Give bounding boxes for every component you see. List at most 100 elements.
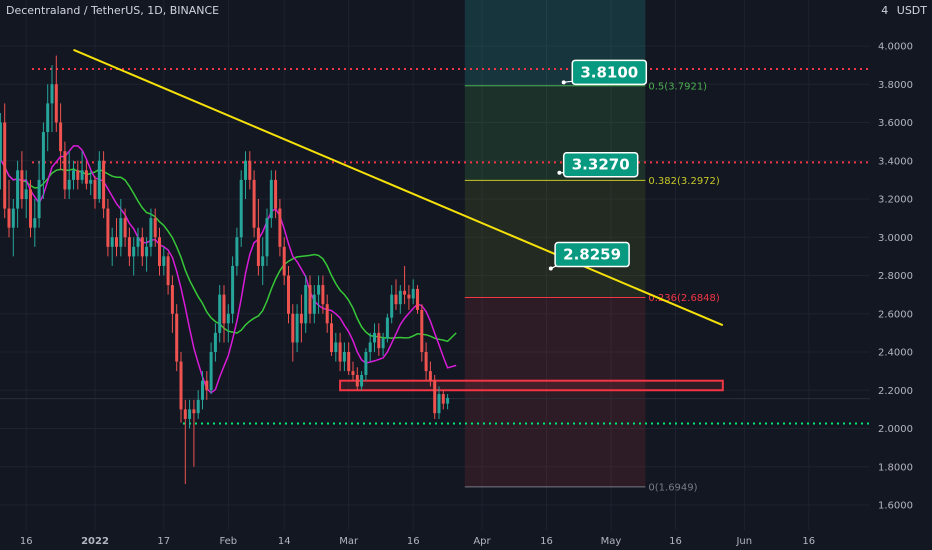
candle-body bbox=[235, 237, 239, 266]
candle-body bbox=[67, 179, 71, 190]
candle-body bbox=[256, 227, 260, 266]
callout-text: 2.8259 bbox=[563, 246, 621, 264]
support-zone[interactable] bbox=[339, 379, 724, 392]
callout-box-3.8100[interactable] bbox=[571, 59, 648, 86]
price-tick-label: 3.8000 bbox=[878, 80, 913, 91]
candle-body bbox=[205, 380, 209, 391]
time-axis[interactable]: 16 2022 17 Feb 14 Mar 16 Apr 16 May 16 Jun 16 bbox=[0, 530, 872, 550]
candle-body bbox=[355, 374, 359, 387]
candle-body bbox=[446, 397, 450, 404]
candle-body bbox=[330, 323, 333, 352]
candle-body bbox=[291, 313, 295, 343]
candle-body bbox=[368, 342, 372, 352]
candle-body bbox=[110, 237, 114, 247]
price-tick-label: 2.2000 bbox=[878, 386, 913, 397]
candle-body bbox=[183, 409, 187, 419]
candle-body bbox=[102, 160, 106, 209]
callout-anchor bbox=[548, 266, 553, 271]
candle-body bbox=[287, 275, 290, 314]
candle-body bbox=[385, 317, 389, 339]
price-callouts[interactable]: 3.8100 3.3270 2.8259 bbox=[548, 59, 648, 271]
candle-body bbox=[360, 374, 364, 387]
candle-body bbox=[170, 285, 174, 314]
candle-body bbox=[59, 122, 63, 152]
candle-body bbox=[188, 409, 192, 419]
candle-body bbox=[398, 290, 402, 305]
candle-body bbox=[119, 218, 123, 247]
candle-body bbox=[364, 352, 368, 375]
candle-body bbox=[20, 170, 24, 199]
candle-body bbox=[50, 84, 54, 104]
price-tick-label: 1.8000 bbox=[878, 462, 913, 473]
time-tick-label: Jun bbox=[735, 536, 752, 547]
candle-body bbox=[373, 332, 376, 343]
candle-body bbox=[304, 285, 308, 324]
candle-body bbox=[381, 338, 385, 349]
candle-body bbox=[312, 294, 316, 314]
candle-body bbox=[342, 352, 346, 362]
candle-body bbox=[441, 394, 445, 404]
candle-body bbox=[433, 380, 437, 414]
price-tick-label: 4.0000 bbox=[878, 42, 913, 53]
candle-body bbox=[317, 285, 321, 295]
price-tick-label: 2.6000 bbox=[878, 309, 913, 320]
candle-body bbox=[179, 361, 183, 410]
trendline-line[interactable] bbox=[73, 48, 724, 327]
candle-body bbox=[239, 179, 243, 238]
candle-body bbox=[123, 218, 127, 238]
candle-body bbox=[127, 237, 131, 257]
candle-body bbox=[274, 179, 278, 209]
candle-body bbox=[213, 332, 217, 352]
candle-body bbox=[158, 237, 161, 266]
candle-body bbox=[7, 208, 11, 228]
trendline[interactable] bbox=[73, 48, 724, 327]
candle-body bbox=[347, 352, 351, 372]
candle-body bbox=[132, 246, 136, 257]
candle-body bbox=[295, 313, 299, 343]
price-tick-label: 3.6000 bbox=[878, 118, 913, 129]
callout-box-3.3270[interactable] bbox=[562, 151, 639, 178]
candle-body bbox=[222, 294, 226, 324]
candle-body bbox=[321, 285, 325, 305]
price-axis-header: 4 USDT bbox=[876, 4, 927, 17]
candle-body bbox=[390, 294, 394, 318]
candle-body bbox=[218, 294, 222, 333]
support-zone-box[interactable] bbox=[339, 379, 724, 392]
candle-body bbox=[269, 179, 273, 219]
price-tick-label: 2.0000 bbox=[878, 424, 913, 435]
price-axis[interactable]: 4.0000 3.8000 3.6000 3.4000 3.2000 3.0000 2.80… bbox=[872, 0, 932, 550]
candle-body bbox=[149, 218, 153, 247]
callout-anchor bbox=[561, 80, 566, 85]
candle-body bbox=[325, 304, 329, 324]
price-axis-count: 4 bbox=[881, 4, 889, 17]
candle-body bbox=[416, 288, 419, 310]
candle-body bbox=[97, 160, 101, 199]
fib-zone-0.382 bbox=[464, 180, 646, 298]
candle-body bbox=[196, 399, 200, 414]
fibonacci-retracement[interactable]: 0.5(3.7921) 0.382(3.2972) 0.236(2.6848) 0(1… bbox=[464, 0, 720, 493]
candle-body bbox=[201, 380, 204, 400]
candle-body bbox=[411, 288, 415, 299]
candle-body bbox=[72, 170, 75, 180]
candle-body bbox=[140, 237, 144, 257]
price-tick-label: 2.8000 bbox=[878, 271, 913, 282]
candle-body bbox=[209, 352, 213, 391]
candle-body bbox=[377, 332, 381, 349]
candle-body bbox=[3, 122, 7, 209]
candle-body bbox=[248, 160, 252, 180]
candle-body bbox=[338, 342, 342, 362]
candle-body bbox=[162, 256, 166, 266]
candle-body bbox=[351, 371, 355, 375]
time-tick-label: Feb bbox=[219, 536, 237, 547]
time-tick-label: 16 bbox=[540, 536, 553, 547]
callout-box-2.8259[interactable] bbox=[554, 241, 630, 268]
candle-body bbox=[24, 189, 28, 199]
candle-body bbox=[420, 309, 424, 352]
candle-body bbox=[41, 132, 45, 180]
candle-body bbox=[428, 371, 432, 381]
candle-body bbox=[403, 290, 407, 295]
candle-body bbox=[29, 189, 32, 228]
time-tick-label: 2022 bbox=[81, 536, 109, 547]
callout-text: 3.3270 bbox=[572, 156, 630, 174]
